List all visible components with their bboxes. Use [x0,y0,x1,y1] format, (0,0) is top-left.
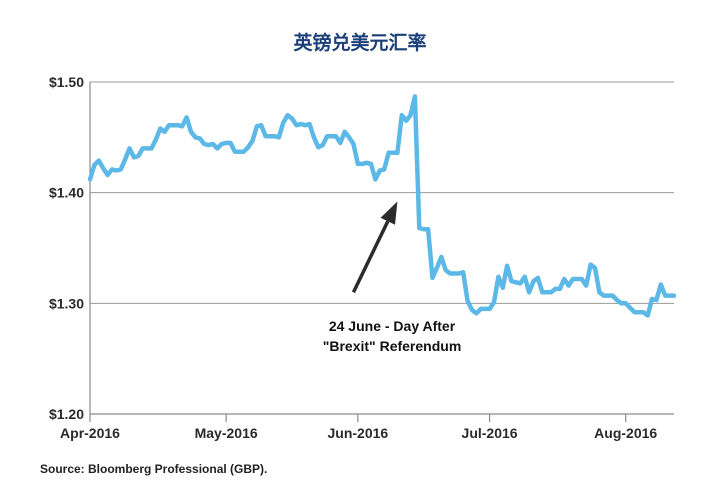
y-tick-label: $1.30 [49,295,84,311]
source-note: Source: Bloomberg Professional (GBP). [40,462,268,476]
x-tick-label: Aug-2016 [594,425,657,441]
chart-title: 英镑兑美元汇率 [293,31,426,54]
annotation-line-2: "Brexit" Referendum [323,338,462,354]
y-tick-label: $1.50 [49,74,84,90]
y-tick-label: $1.20 [49,406,84,422]
x-tick-label: May-2016 [195,425,258,441]
x-tick-labels: Apr-2016 May-2016 Jun-2016 Jul-2016 Aug-2016 [60,425,657,441]
annotation-arrow-head [380,201,398,225]
y-tick-labels: $1.20 $1.30 $1.40 $1.50 [49,74,84,422]
annotation-arrow-shaft [351,220,390,294]
annotation-line-1: 24 June - Day After [329,318,456,334]
y-tick-label: $1.40 [49,185,84,201]
x-tick-label: Apr-2016 [60,425,120,441]
gridlines [90,81,674,304]
x-tick-label: Jun-2016 [327,425,388,441]
x-tick-label: Jul-2016 [462,425,518,441]
series-line [87,94,677,318]
annotation: 24 June - Day After "Brexit" Referendum [323,201,462,354]
series-layer [87,94,677,318]
axes [89,82,674,422]
